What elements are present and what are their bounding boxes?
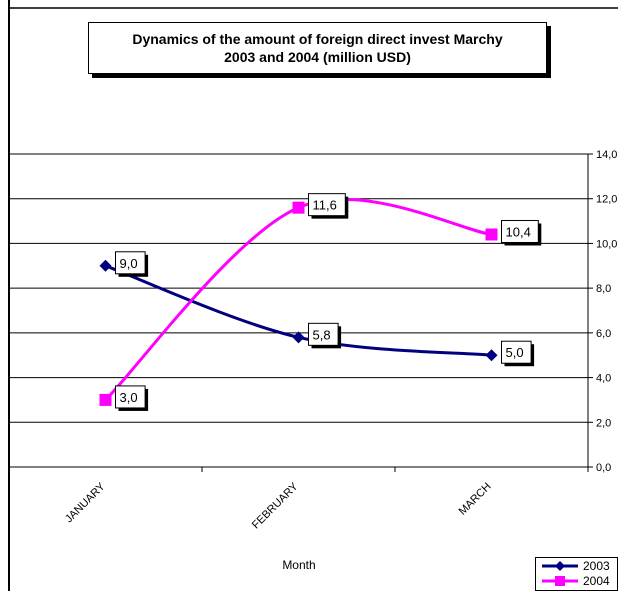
data-point-2003 — [485, 349, 498, 362]
legend-label-2003: 2003 — [583, 559, 610, 573]
data-label-box — [501, 219, 539, 243]
data-point-2003 — [292, 331, 305, 344]
data-point-2004 — [99, 393, 112, 406]
data-point-2003 — [99, 259, 112, 272]
series-line-2004 — [104, 197, 492, 401]
data-label: 10,4 — [506, 224, 531, 239]
data-point-2004 — [292, 201, 305, 214]
x-tick-label: FEBRUARY — [250, 480, 301, 531]
legend-swatch-2003 — [542, 561, 578, 571]
series-lines — [104, 197, 492, 401]
data-labels: 9,0 5,8 5,0 3,0 11,6 10,4 — [115, 193, 542, 411]
legend-label-2004: 2004 — [583, 574, 610, 588]
chart-title-line-2: 2003 and 2004 (million USD) — [224, 49, 411, 65]
y-tick-label: 2,0 — [596, 417, 611, 429]
axes — [8, 154, 589, 472]
chart-title-line-1: Dynamics of the amount of foreign direct… — [132, 31, 503, 47]
y-tick-label: 14,0 — [596, 149, 617, 161]
legend-entry-2004: 2004 — [536, 574, 618, 588]
x-tick-labels: JANUARY FEBRUARY MARCH — [63, 480, 494, 531]
y-tick-label: 10,0 — [596, 238, 617, 250]
data-label: 9,0 — [120, 256, 138, 271]
y-tick-label: 8,0 — [596, 283, 611, 295]
data-label-box — [308, 193, 346, 217]
legend: 2003 2004 — [535, 557, 618, 591]
x-tick-label: JANUARY — [63, 480, 108, 525]
y-tick-label: 0,0 — [596, 462, 611, 474]
gridlines — [9, 153, 593, 468]
legend-entry-2003: 2003 — [536, 559, 618, 573]
data-label: 3,0 — [120, 390, 138, 405]
data-label-box — [115, 251, 146, 275]
chart-title: Dynamics of the amount of foreign direct… — [88, 22, 547, 74]
y-tick-label: 4,0 — [596, 373, 611, 385]
series-markers — [99, 201, 498, 406]
data-label: 5,0 — [506, 345, 524, 360]
legend-swatch-2004 — [542, 576, 578, 586]
data-label: 11,6 — [313, 198, 337, 213]
y-tick-labels: 0,0 2,0 4,0 6,0 8,0 10,0 12,0 14,0 — [596, 149, 617, 474]
data-label-box — [115, 385, 146, 409]
y-tick-label: 6,0 — [596, 328, 611, 340]
data-label-box — [501, 340, 532, 364]
x-axis-label: Month — [282, 558, 315, 572]
x-tick-label: MARCH — [457, 481, 494, 518]
data-label-box — [308, 322, 339, 346]
data-point-2004 — [485, 228, 498, 241]
y-tick-label: 12,0 — [596, 194, 617, 206]
data-label: 5,8 — [313, 327, 331, 342]
